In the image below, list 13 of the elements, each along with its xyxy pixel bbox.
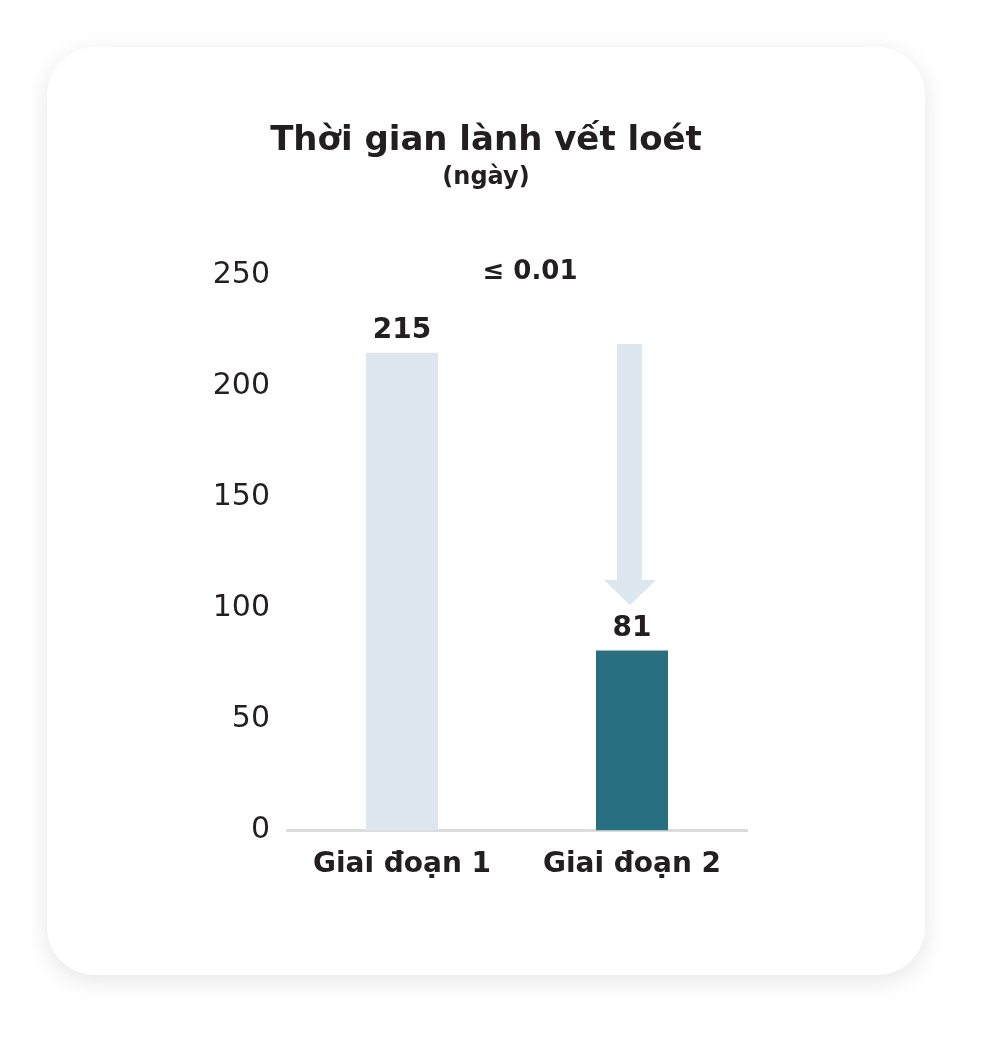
data-label: 81 bbox=[612, 609, 652, 643]
x-tick-label: Giai đoạn 2 bbox=[542, 846, 722, 880]
y-tick-label: 250 bbox=[212, 254, 270, 290]
y-tick-label: 50 bbox=[231, 699, 270, 735]
x-tick-label: Giai đoạn 1 bbox=[312, 846, 492, 880]
y-tick-label: 100 bbox=[212, 588, 270, 624]
annotation: ≤ 0.01 bbox=[481, 255, 579, 285]
y-tick-label: 200 bbox=[212, 365, 270, 401]
data-label: 215 bbox=[372, 312, 432, 346]
chart-title: Thời gian lành vết loét bbox=[269, 118, 703, 158]
y-tick-label: 150 bbox=[212, 476, 270, 512]
chart-subtitle: (ngày) bbox=[441, 162, 531, 190]
y-tick-label: 0 bbox=[250, 810, 270, 846]
